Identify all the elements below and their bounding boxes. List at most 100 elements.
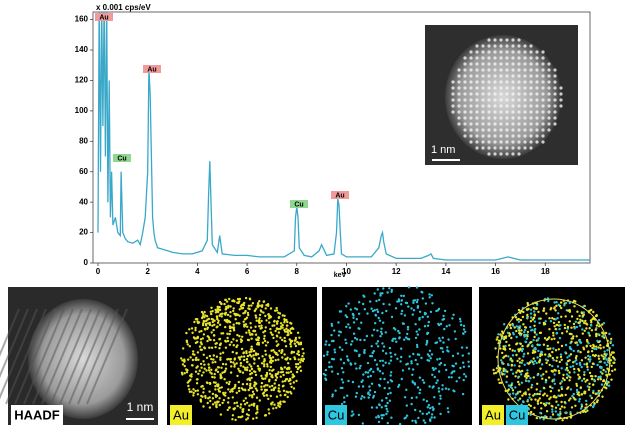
map-dot xyxy=(407,286,411,289)
map-dot xyxy=(533,331,537,334)
map-dot xyxy=(226,358,229,361)
map-dot xyxy=(261,392,265,395)
map-dot xyxy=(498,381,501,385)
atom xyxy=(475,86,479,90)
atom xyxy=(451,110,455,114)
atom xyxy=(529,104,533,108)
map-dot xyxy=(390,315,394,319)
map-dot xyxy=(494,347,497,350)
atom xyxy=(499,146,503,150)
map-dot xyxy=(264,326,267,329)
map-dot xyxy=(188,345,191,348)
map-dot xyxy=(611,369,614,373)
map-dot xyxy=(219,373,222,376)
map-dot xyxy=(568,379,571,382)
map-dot xyxy=(199,341,203,344)
map-dot xyxy=(537,337,540,340)
y-tick-label: 80 xyxy=(79,136,88,145)
map-dot xyxy=(434,367,437,370)
atom xyxy=(517,152,521,156)
map-dot xyxy=(238,389,241,393)
map-dot xyxy=(331,357,334,361)
map-dot xyxy=(411,419,414,422)
map-dot xyxy=(443,363,446,367)
map-dot xyxy=(568,346,572,349)
atom xyxy=(487,38,491,42)
map-dot xyxy=(360,321,363,324)
map-dot xyxy=(208,382,212,386)
map-dot xyxy=(500,359,503,362)
map-dot xyxy=(380,414,383,417)
map-dot xyxy=(278,401,281,405)
map-dot xyxy=(253,385,256,388)
atom xyxy=(535,86,539,90)
atom xyxy=(535,110,539,114)
map-dot xyxy=(269,331,273,334)
atom xyxy=(505,146,509,150)
peak-label-box xyxy=(143,65,161,73)
atom xyxy=(463,128,467,132)
map-dot xyxy=(238,358,242,361)
atom xyxy=(499,62,503,66)
map-dot xyxy=(289,345,293,348)
map-dot xyxy=(526,372,529,375)
map-dot xyxy=(236,374,239,378)
map-dot xyxy=(203,310,206,314)
map-dot xyxy=(382,414,385,417)
map-dot xyxy=(405,404,408,407)
atom xyxy=(457,86,461,90)
map-dot xyxy=(205,369,208,372)
map-dot xyxy=(279,322,283,325)
map-dot xyxy=(354,362,357,365)
map-dot xyxy=(453,330,457,333)
map-dot xyxy=(545,415,548,419)
map-dot xyxy=(545,361,548,365)
map-dot xyxy=(371,309,375,313)
map-dot xyxy=(520,349,524,353)
map-dot xyxy=(571,394,574,398)
map-dot xyxy=(349,362,352,365)
map-dot xyxy=(252,349,255,353)
map-dot xyxy=(218,306,221,309)
map-dot xyxy=(210,317,213,321)
map-dot xyxy=(232,361,235,364)
map-dot xyxy=(572,299,576,303)
atom xyxy=(511,44,515,48)
map-dot xyxy=(557,312,560,315)
map-dot xyxy=(520,332,523,335)
map-dot xyxy=(518,397,522,400)
map-dot xyxy=(467,352,470,355)
map-dot xyxy=(534,398,537,401)
map-dot xyxy=(372,328,376,331)
atom xyxy=(517,98,521,102)
map-dot xyxy=(447,410,450,414)
map-dot xyxy=(261,341,265,344)
map-dot xyxy=(284,378,288,381)
map-dot xyxy=(501,362,504,365)
map-dot xyxy=(430,294,433,297)
map-dot xyxy=(195,382,199,385)
map-dot xyxy=(285,371,288,374)
atom xyxy=(511,80,515,84)
map-dot xyxy=(245,331,248,334)
map-dot xyxy=(540,350,543,354)
atom xyxy=(505,152,509,156)
spectrum-line xyxy=(97,12,590,261)
map-dot xyxy=(276,353,279,357)
map-dot xyxy=(527,374,530,378)
map-dot xyxy=(370,382,374,385)
peak-label: Cu xyxy=(117,155,126,162)
map-dot xyxy=(578,361,582,365)
map-dot xyxy=(560,385,563,389)
atom xyxy=(511,116,515,120)
atom xyxy=(535,122,539,126)
map-dot xyxy=(248,331,251,334)
map-dot xyxy=(287,362,290,365)
map-dot xyxy=(533,335,536,339)
map-dot xyxy=(388,303,391,306)
map-dot xyxy=(250,348,254,351)
map-dot xyxy=(207,397,210,400)
atom xyxy=(535,92,539,96)
atom xyxy=(523,110,527,114)
map-dot xyxy=(445,325,448,328)
